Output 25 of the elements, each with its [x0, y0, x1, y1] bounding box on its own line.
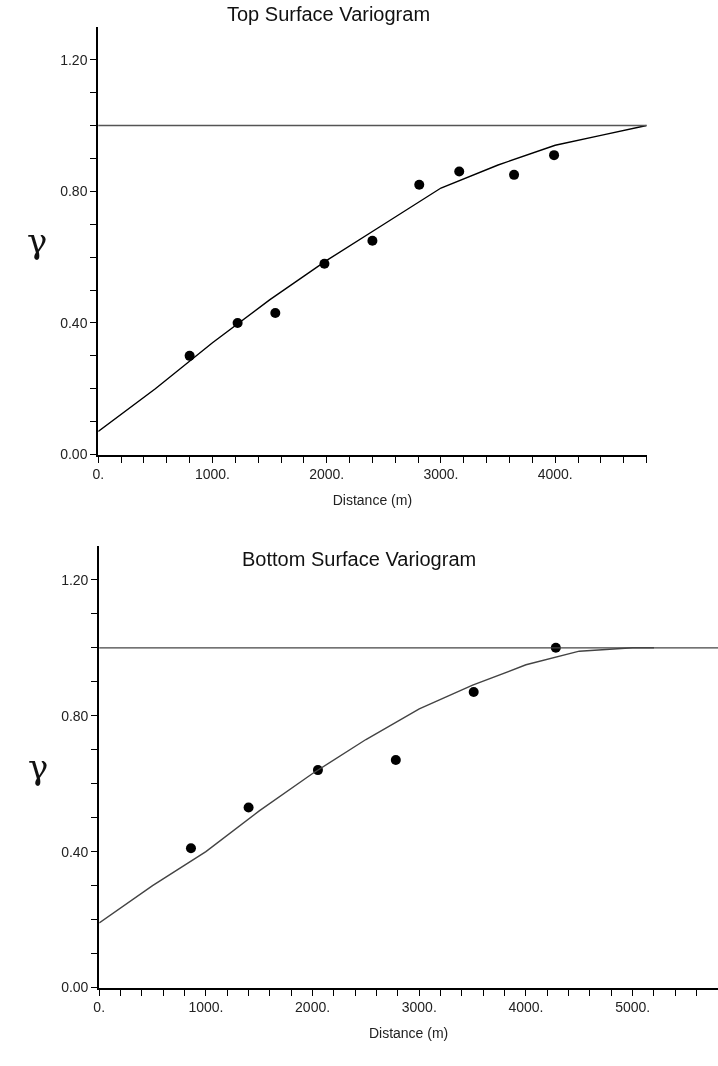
y-tick-label: 0.80 [60, 183, 88, 200]
x-tick-label: 0. [93, 999, 106, 1016]
x-tick-label: 2000. [295, 999, 331, 1016]
y-tick-label: 0.00 [61, 979, 89, 996]
chart-title: Bottom Surface Variogram [242, 548, 477, 570]
x-tick-label: 1000. [194, 466, 230, 483]
y-tick-label: 0.80 [61, 707, 89, 724]
x-tick-label: 1000. [188, 999, 224, 1016]
chart-title: Top Surface Variogram [227, 3, 431, 25]
x-tick-label: 4000. [537, 466, 573, 483]
y-tick-label: 0.00 [60, 446, 88, 463]
x-axis-title: Distance (m) [332, 492, 413, 509]
x-tick-label: 3000. [423, 466, 459, 483]
x-tick-label: 3000. [401, 999, 437, 1016]
x-tick-label: 4000. [508, 999, 544, 1016]
y-tick-label: 0.40 [61, 843, 89, 860]
x-axis-title: Distance (m) [368, 1025, 449, 1042]
y-axis-title: γ [28, 747, 49, 787]
y-axis-title: γ [27, 221, 48, 261]
x-tick-label: 0. [92, 466, 105, 483]
y-tick-label: 0.40 [60, 314, 88, 331]
y-tick-label: 1.20 [61, 571, 89, 588]
x-tick-label: 2000. [309, 466, 345, 483]
y-tick-label: 1.20 [60, 51, 88, 68]
x-tick-label: 5000. [615, 999, 651, 1016]
